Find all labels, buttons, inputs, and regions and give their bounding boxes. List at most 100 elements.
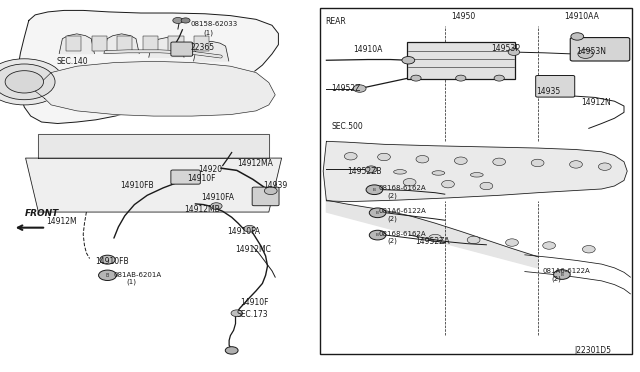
Circle shape — [598, 163, 611, 170]
FancyBboxPatch shape — [171, 42, 193, 56]
Circle shape — [344, 153, 357, 160]
Circle shape — [554, 270, 570, 279]
Bar — [194, 36, 209, 51]
Text: 14950: 14950 — [451, 12, 476, 21]
Text: (2): (2) — [388, 192, 397, 199]
Text: 14910FB: 14910FB — [95, 257, 129, 266]
Circle shape — [353, 85, 366, 92]
Text: 14920: 14920 — [198, 165, 223, 174]
Circle shape — [231, 310, 243, 317]
Text: REAR: REAR — [325, 17, 346, 26]
Circle shape — [100, 255, 115, 264]
Circle shape — [454, 157, 467, 164]
Circle shape — [181, 18, 190, 23]
Circle shape — [467, 236, 480, 244]
Circle shape — [369, 230, 386, 240]
Ellipse shape — [394, 170, 406, 174]
Circle shape — [403, 179, 416, 186]
Text: (2): (2) — [388, 215, 397, 222]
FancyBboxPatch shape — [407, 42, 515, 79]
Circle shape — [99, 270, 116, 280]
Text: 14912MB: 14912MB — [184, 205, 220, 214]
Bar — [66, 36, 81, 51]
Circle shape — [411, 75, 421, 81]
Circle shape — [493, 158, 506, 166]
Polygon shape — [26, 158, 282, 212]
Bar — [117, 36, 132, 51]
Circle shape — [369, 208, 386, 218]
Text: 14912MC: 14912MC — [236, 245, 271, 254]
Circle shape — [365, 166, 377, 173]
Text: 14910F: 14910F — [187, 174, 216, 183]
Text: 081A6-6122A: 081A6-6122A — [379, 208, 427, 214]
Circle shape — [570, 161, 582, 168]
Text: B: B — [561, 273, 563, 276]
Circle shape — [494, 75, 504, 81]
Text: 14910FB: 14910FB — [120, 181, 154, 190]
Text: 14910A: 14910A — [353, 45, 383, 54]
Text: 14910AA: 14910AA — [564, 12, 599, 21]
Polygon shape — [18, 10, 278, 124]
Circle shape — [378, 153, 390, 161]
Text: SEC.140: SEC.140 — [56, 57, 88, 66]
Text: 081A6-6122A: 081A6-6122A — [543, 268, 591, 274]
Polygon shape — [326, 200, 538, 268]
Text: (1): (1) — [127, 279, 137, 285]
Circle shape — [402, 57, 415, 64]
FancyBboxPatch shape — [171, 170, 200, 184]
Circle shape — [0, 64, 55, 100]
Text: 14912MA: 14912MA — [237, 159, 273, 168]
Text: 08158-62033: 08158-62033 — [191, 21, 238, 27]
Circle shape — [456, 75, 466, 81]
Text: (2): (2) — [552, 275, 561, 282]
Ellipse shape — [470, 173, 483, 177]
Text: SEC.173: SEC.173 — [237, 310, 268, 319]
Circle shape — [244, 225, 255, 232]
Polygon shape — [323, 141, 627, 202]
FancyBboxPatch shape — [536, 76, 575, 97]
Circle shape — [571, 33, 584, 40]
Polygon shape — [149, 38, 184, 57]
Circle shape — [0, 59, 64, 105]
Circle shape — [5, 71, 44, 93]
Text: 14953N: 14953N — [576, 47, 606, 56]
Ellipse shape — [432, 171, 445, 175]
Polygon shape — [193, 41, 229, 61]
Text: 22365: 22365 — [191, 43, 215, 52]
Text: B: B — [376, 233, 379, 237]
Circle shape — [442, 180, 454, 188]
Circle shape — [582, 246, 595, 253]
Bar — [320, 8, 632, 354]
Text: J22301D5: J22301D5 — [574, 346, 611, 355]
Polygon shape — [60, 34, 95, 54]
Text: SEC.500: SEC.500 — [332, 122, 364, 131]
Text: B: B — [373, 188, 376, 192]
Circle shape — [480, 182, 493, 190]
Circle shape — [173, 17, 183, 23]
Text: FRONT: FRONT — [24, 209, 59, 218]
Text: 14952ZA: 14952ZA — [415, 237, 449, 246]
Text: 14939: 14939 — [264, 182, 288, 190]
Circle shape — [416, 155, 429, 163]
Polygon shape — [104, 34, 140, 54]
Circle shape — [429, 234, 442, 242]
Bar — [92, 36, 107, 51]
Text: 14912N: 14912N — [581, 98, 611, 107]
Text: 14952ZB: 14952ZB — [347, 167, 381, 176]
Text: B: B — [106, 273, 109, 278]
Text: 14910FA: 14910FA — [202, 193, 235, 202]
Circle shape — [506, 239, 518, 246]
Circle shape — [543, 242, 556, 249]
FancyBboxPatch shape — [252, 187, 279, 206]
Circle shape — [225, 347, 238, 354]
Text: 081AB-6201A: 081AB-6201A — [114, 272, 162, 278]
Circle shape — [366, 185, 383, 195]
FancyBboxPatch shape — [570, 38, 630, 61]
Text: 08168-6162A: 08168-6162A — [379, 185, 426, 191]
Text: 14910F: 14910F — [240, 298, 269, 307]
Text: 14910FA: 14910FA — [227, 227, 260, 236]
Circle shape — [264, 187, 277, 195]
Text: (1): (1) — [204, 29, 214, 36]
Circle shape — [531, 159, 544, 167]
Polygon shape — [38, 134, 269, 158]
